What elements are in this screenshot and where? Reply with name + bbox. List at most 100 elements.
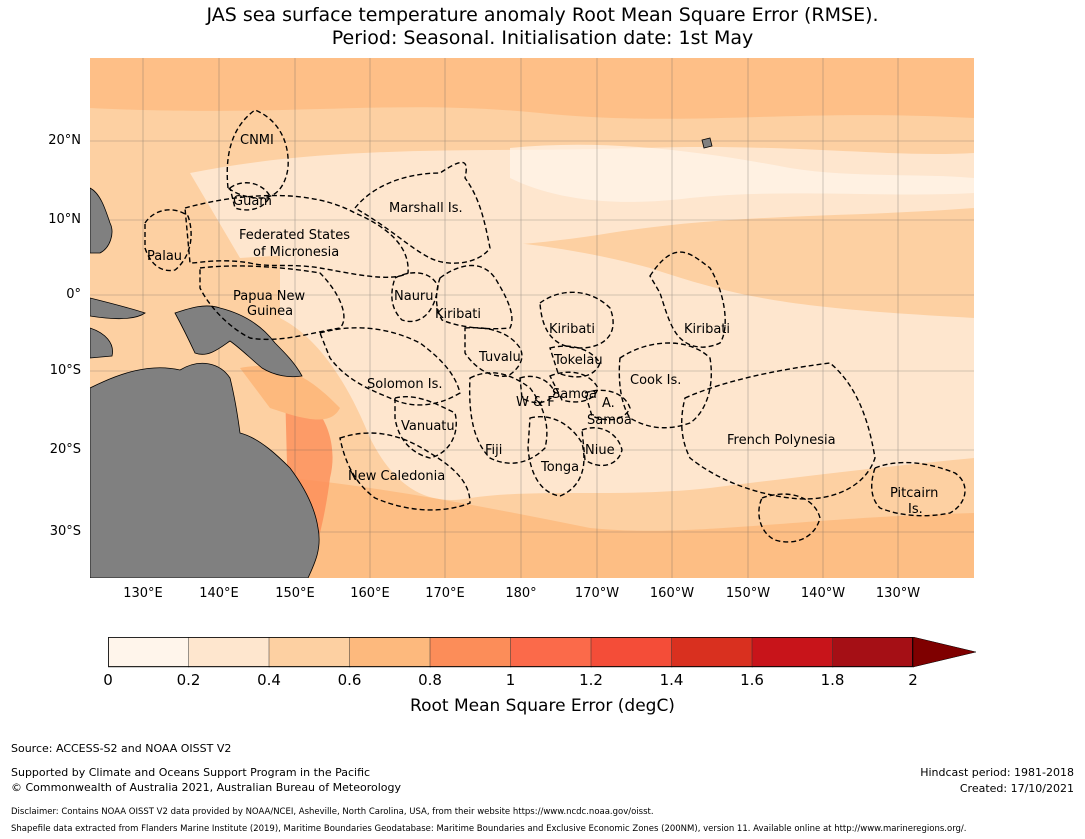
eez-niue <box>581 427 623 467</box>
lon-tick-170w: 170°W <box>574 586 620 601</box>
label-fsm-2: of Micronesia <box>253 245 339 260</box>
colorbar-swatch <box>108 637 190 668</box>
colorbar-swatch <box>671 637 753 668</box>
field-low-central <box>280 237 974 500</box>
colorbar-swatch <box>751 637 834 668</box>
shapefile-credit: Shapefile data extracted from Flanders M… <box>11 824 967 834</box>
colorbar <box>108 637 977 668</box>
lon-tick-160w: 160°W <box>649 586 695 601</box>
colorbar-tick-label: 0 <box>103 671 113 689</box>
lon-tick-130w: 130°W <box>875 586 921 601</box>
label-kiribati-2: Kiribati <box>549 322 595 337</box>
lat-tick-20s: 20°S <box>49 442 81 457</box>
label-solomon: Solomon Is. <box>367 377 443 392</box>
colorbar-swatch <box>832 637 914 668</box>
label-pitcairn-1: Pitcairn <box>890 486 938 501</box>
colorbar-swatch <box>510 637 592 668</box>
label-palau: Palau <box>147 249 182 264</box>
label-kiribati-1: Kiribati <box>435 307 481 322</box>
eez-wallis-futuna <box>519 375 556 404</box>
chart-title: JAS sea surface temperature anomaly Root… <box>0 4 1085 50</box>
label-tonga: Tonga <box>540 460 579 475</box>
label-cook: Cook Is. <box>630 373 681 388</box>
title-line-1: JAS sea surface temperature anomaly Root… <box>206 4 879 26</box>
eez-cnmi <box>226 109 289 199</box>
eez-french-polynesia-south <box>758 493 821 543</box>
field-south <box>290 478 974 578</box>
hawaii <box>701 137 713 149</box>
landmasses <box>90 137 713 578</box>
lat-tick-20n: 20°N <box>48 133 81 148</box>
eez-samoa <box>549 371 599 403</box>
colorbar-label: Root Mean Square Error (degC) <box>410 696 675 716</box>
australia <box>90 362 320 578</box>
label-american-samoa: Samoa <box>587 413 632 428</box>
lon-tick-180: 180° <box>505 586 537 601</box>
colorbar-tick-label: 0.6 <box>337 671 362 689</box>
colorbar-tick-label: 2 <box>908 671 918 689</box>
region-labels: CNMI Guam Marshall Is. Federated States … <box>147 133 938 517</box>
label-png-2: Guinea <box>247 304 293 319</box>
eez-kiribati-gilbert <box>435 264 513 330</box>
colorbar-tick-label: 1.8 <box>820 671 845 689</box>
lon-tick-150w: 150°W <box>725 586 771 601</box>
eez-kiribati-phoenix <box>539 291 614 349</box>
eez-tokelau <box>549 345 601 378</box>
rmse-map: CNMI Guam Marshall Is. Federated States … <box>90 58 974 578</box>
lon-tick-150e: 150°E <box>275 586 315 601</box>
eez-fsm <box>184 194 409 278</box>
label-samoa: Samoa <box>552 387 597 402</box>
colorbar-tick-label: 1 <box>505 671 516 689</box>
label-american-samoa-a: A. <box>602 396 615 411</box>
lon-tick-130e: 130°E <box>123 586 163 601</box>
eez-guam <box>229 182 271 211</box>
lat-tick-30s: 30°S <box>49 524 81 539</box>
field-north <box>90 58 974 119</box>
label-guam: Guam <box>233 194 272 209</box>
label-tuvalu: Tuvalu <box>478 350 521 365</box>
lat-tick-0: 0° <box>66 287 81 302</box>
label-nauru: Nauru <box>394 289 434 304</box>
field-lowest <box>510 144 974 202</box>
colorbar-tick-label: 0.4 <box>257 671 281 689</box>
colorbar-tick-label: 1.4 <box>659 671 684 689</box>
label-fiji: Fiji <box>485 443 502 458</box>
colorbar-outline <box>108 637 913 667</box>
support-text-2: © Commonwealth of Australia 2021, Austra… <box>11 781 401 794</box>
eez-kiribati-line <box>649 251 726 348</box>
eez-cook <box>618 342 712 429</box>
gridlines <box>90 58 974 578</box>
disclaimer-text: Disclaimer: Contains NOAA OISST V2 data … <box>11 807 654 817</box>
lon-tick-140w: 140°W <box>800 586 846 601</box>
colorbar-tick-label: 1.2 <box>579 671 603 689</box>
eez-american-samoa <box>584 389 631 421</box>
support-text-1: Supported by Climate and Oceans Support … <box>11 766 371 779</box>
label-niue: Niue <box>585 443 615 458</box>
field-coral-sea <box>240 366 340 420</box>
label-new-caledonia: New Caledonia <box>348 469 445 484</box>
label-french-polynesia: French Polynesia <box>727 433 836 448</box>
label-fsm-1: Federated States <box>239 228 350 243</box>
lat-tick-10n: 10°N <box>48 212 81 227</box>
colorbar-swatch <box>188 637 270 668</box>
label-tokelau: Tokelau <box>553 353 603 368</box>
label-cnmi: CNMI <box>240 133 274 148</box>
label-marshall: Marshall Is. <box>389 201 463 216</box>
philippines <box>90 187 113 254</box>
label-pitcairn-2: Is. <box>908 502 923 517</box>
eez-tonga <box>527 416 585 497</box>
colorbar-swatch <box>349 637 431 668</box>
colorbar-swatch <box>429 637 512 668</box>
label-vanuatu: Vanuatu <box>401 419 455 434</box>
colorbar-extension-arrow <box>912 637 977 668</box>
eez-boundaries <box>144 109 966 543</box>
lat-tick-10s: 10°S <box>49 363 81 378</box>
colorbar-swatch <box>590 637 673 668</box>
source-text: Source: ACCESS-S2 and NOAA OISST V2 <box>11 742 232 755</box>
borneo-fragment <box>90 327 113 359</box>
colorbar-swatches <box>108 637 914 668</box>
eez-nauru <box>391 272 439 323</box>
label-wallis-futuna: W & F <box>516 395 555 410</box>
colorbar-tick-label: 1.6 <box>740 671 764 689</box>
colorbar-tick-label: 0.2 <box>176 671 201 689</box>
